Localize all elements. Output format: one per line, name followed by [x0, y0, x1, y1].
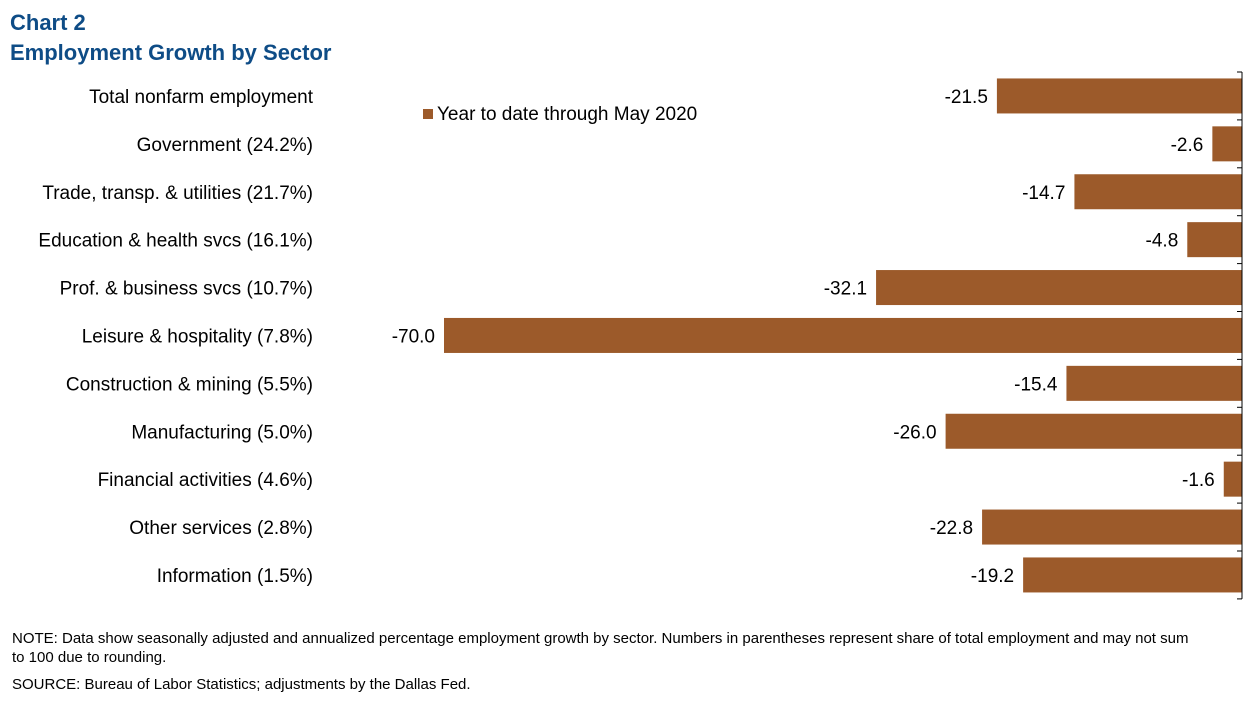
- bar-chart: Total nonfarm employment -21.5 Government …: [38, 71, 1243, 600]
- data-label: -70.0: [392, 326, 435, 347]
- chart-title-line2: Employment Growth by Sector: [10, 40, 332, 65]
- chart-notes: NOTE: Data show seasonally adjusted and …: [12, 629, 1202, 694]
- bar: [982, 509, 1242, 545]
- category-label: Education & health svcs (16.1%): [38, 231, 313, 252]
- category-label: Information (1.5%): [157, 566, 313, 587]
- legend-label: Year to date through May 2020: [437, 104, 697, 125]
- bar: [444, 317, 1242, 353]
- category-label: Leisure & hospitality (7.8%): [82, 326, 313, 347]
- chart-title-line1: Chart 2: [10, 10, 86, 35]
- data-label: -26.0: [893, 422, 936, 443]
- category-label: Total nonfarm employment: [89, 87, 314, 108]
- data-label: -14.7: [1022, 183, 1065, 204]
- category-label: Other services (2.8%): [129, 518, 313, 539]
- chart-title: Chart 2 Employment Growth by Sector: [10, 8, 332, 68]
- category-label: Trade, transp. & utilities (21.7%): [42, 183, 313, 204]
- category-label: Prof. & business svcs (10.7%): [60, 279, 313, 300]
- category-label: Government (24.2%): [137, 135, 313, 156]
- bar: [996, 78, 1242, 114]
- bar: [1023, 557, 1242, 593]
- bar: [876, 270, 1242, 306]
- source-text: SOURCE: Bureau of Labor Statistics; adju…: [12, 676, 471, 693]
- data-label: -1.6: [1182, 470, 1215, 491]
- data-label: -2.6: [1171, 135, 1204, 156]
- bar: [1223, 461, 1242, 497]
- note-text: NOTE: Data show seasonally adjusted and …: [12, 630, 1189, 666]
- bar: [945, 413, 1242, 449]
- data-label: -15.4: [1014, 374, 1058, 395]
- bar: [1212, 126, 1242, 162]
- data-label: -21.5: [945, 87, 988, 108]
- data-label: -22.8: [930, 518, 973, 539]
- bar: [1066, 365, 1242, 401]
- data-label: -32.1: [824, 279, 867, 300]
- data-label: -4.8: [1146, 231, 1179, 252]
- category-label: Construction & mining (5.5%): [66, 374, 313, 395]
- category-label: Financial activities (4.6%): [98, 470, 313, 491]
- legend: Year to date through May 2020: [423, 104, 697, 125]
- bar: [1074, 174, 1242, 210]
- category-label: Manufacturing (5.0%): [131, 422, 313, 443]
- legend-swatch: [423, 109, 433, 119]
- bar: [1187, 222, 1242, 258]
- data-label: -19.2: [971, 566, 1014, 587]
